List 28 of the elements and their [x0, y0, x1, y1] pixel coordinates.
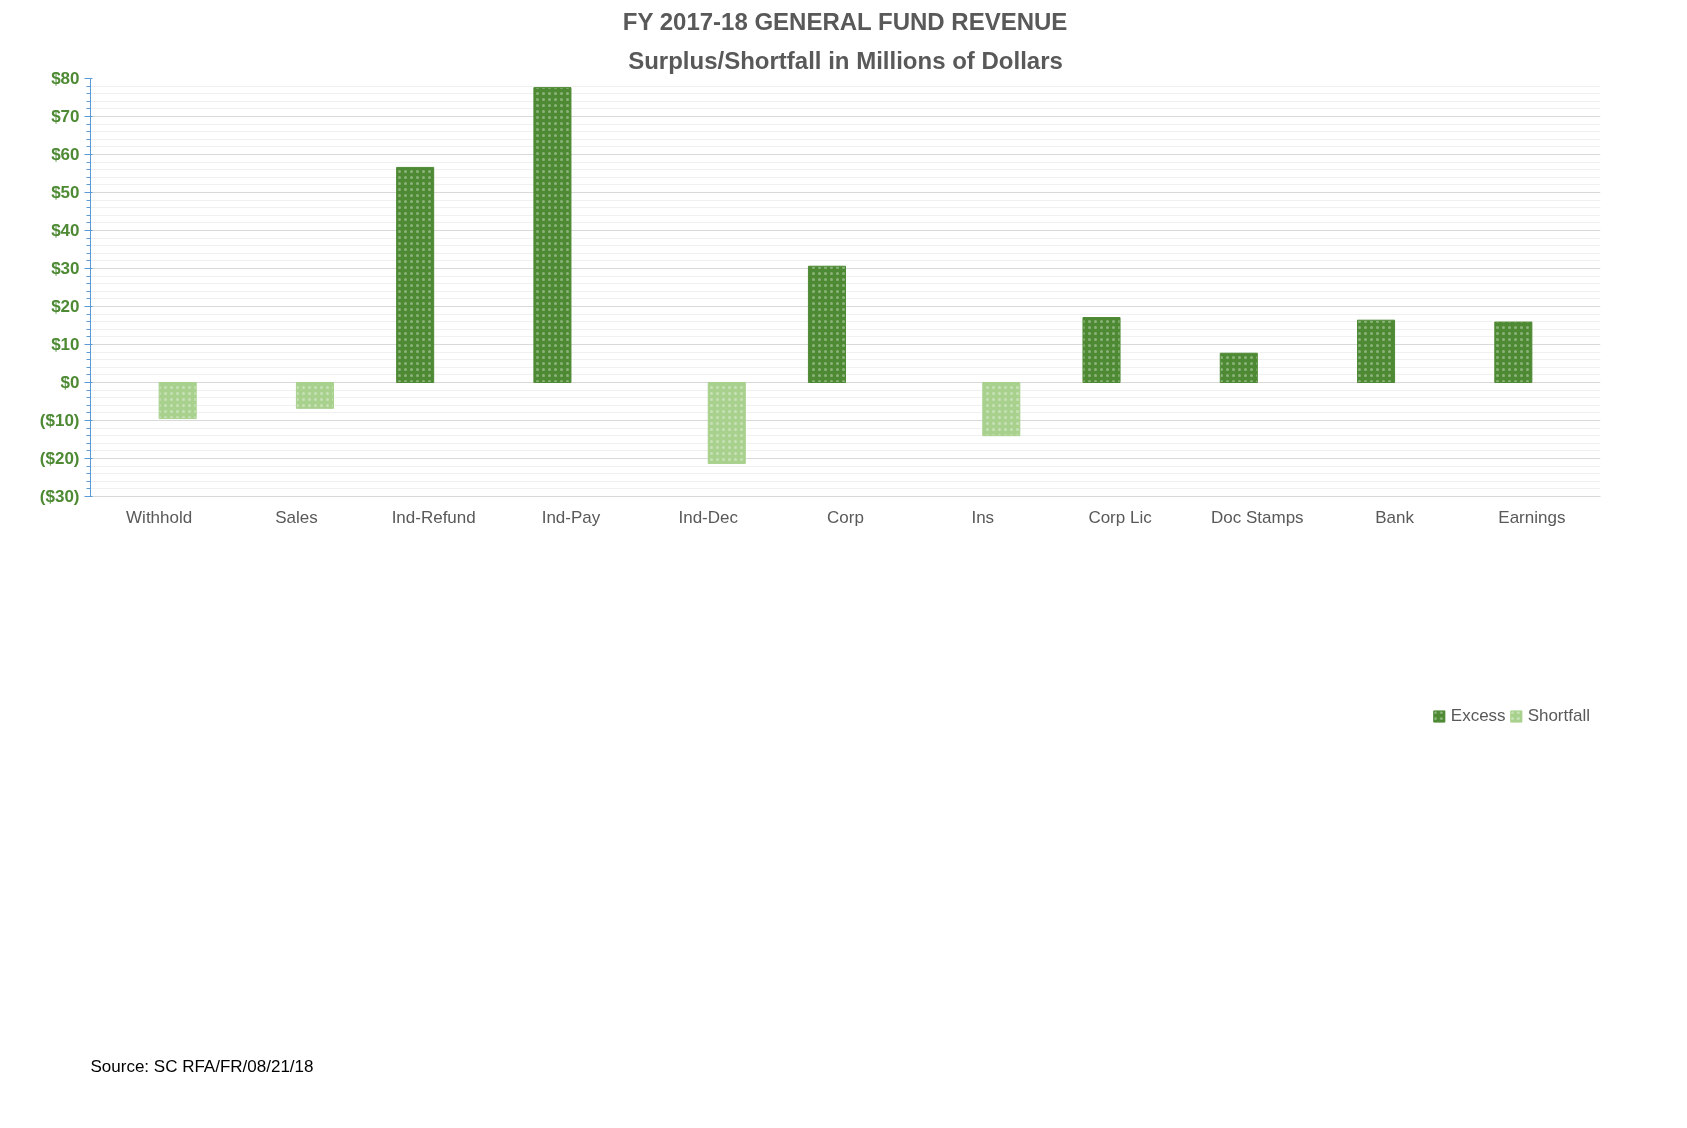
y-tick-label: $40 — [51, 221, 80, 240]
y-tick-label: $70 — [51, 107, 80, 126]
x-tick-label: Withhold — [126, 507, 193, 527]
y-tick-label: ($10) — [39, 411, 80, 430]
y-tick-label: $50 — [51, 183, 80, 202]
x-tick-label: Ind-Pay — [541, 507, 601, 527]
x-tick-label: Doc Stamps — [1211, 507, 1304, 527]
y-tick-label: $0 — [60, 373, 80, 392]
y-tick-label: $80 — [51, 69, 80, 88]
y-tick-label: ($20) — [39, 449, 80, 468]
x-tick-label: Ins — [971, 507, 995, 527]
legend-label: Excess — [1450, 705, 1506, 726]
y-tick-label: $20 — [51, 297, 80, 316]
x-tick-label: Corp Lic — [1088, 507, 1153, 527]
x-tick-label: Ind-Refund — [391, 507, 476, 527]
x-tick-label: Sales — [275, 507, 318, 527]
x-tick-label: Earnings — [1498, 507, 1566, 527]
source-note: Source: SC RFA/FR/08/21/18 — [90, 1056, 314, 1076]
chart-title: FY 2017-18 GENERAL FUND REVENUE — [622, 7, 1068, 35]
x-tick-label: Corp — [827, 507, 864, 527]
y-tick-label: $30 — [51, 259, 80, 278]
x-tick-label: Bank — [1375, 507, 1415, 527]
y-tick-label: ($30) — [39, 487, 80, 506]
chart-subtitle: Surplus/Shortfall in Millions of Dollars — [628, 46, 1063, 74]
x-tick-label: Ind-Dec — [678, 507, 739, 527]
y-tick-label: $60 — [51, 145, 80, 164]
y-tick-label: $10 — [51, 335, 80, 354]
legend-label: Shortfall — [1527, 705, 1590, 726]
